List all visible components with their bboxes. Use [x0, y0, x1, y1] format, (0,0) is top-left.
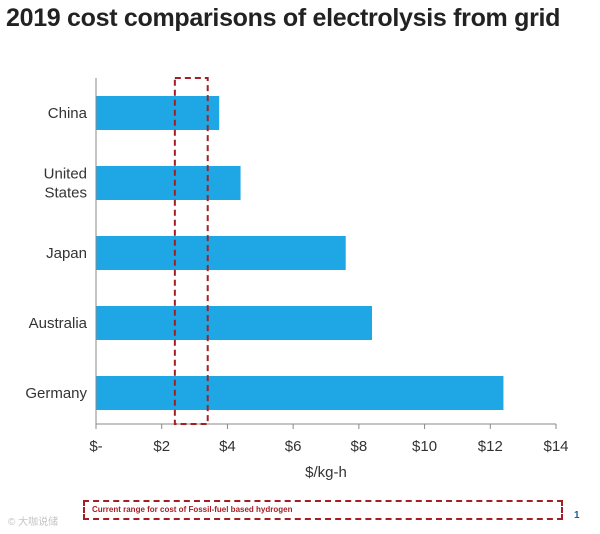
category-label-1: United States — [44, 166, 87, 202]
category-label-3: Australia — [29, 315, 88, 332]
x-tick-label-7: $14 — [543, 438, 568, 455]
bar-1 — [96, 166, 241, 200]
x-axis-title: $/kg-h — [305, 464, 347, 481]
bar-4 — [96, 376, 504, 410]
category-label-2: Japan — [46, 245, 87, 262]
highlight-range-box — [173, 77, 209, 425]
highlight-legend: Current range for cost of Fossil-fuel ba… — [83, 500, 563, 520]
bar-0 — [96, 96, 220, 130]
chart-title: 2019 cost comparisons of electrolysis fr… — [6, 4, 561, 32]
x-tick-label-3: $6 — [285, 438, 302, 455]
x-tick-label-6: $12 — [478, 438, 503, 455]
x-tick-label-4: $8 — [351, 438, 368, 455]
category-label-0: China — [48, 105, 88, 122]
x-tick-label-5: $10 — [412, 438, 437, 455]
watermark: © 大咖说储 — [8, 517, 59, 528]
highlight-legend-label: Current range for cost of Fossil-fuel ba… — [92, 505, 293, 514]
bar-3 — [96, 306, 372, 340]
x-tick-label-2: $4 — [219, 438, 236, 455]
bar-2 — [96, 236, 346, 270]
x-tick-label-0: $- — [89, 438, 102, 455]
category-label-4: Germany — [25, 385, 87, 402]
page-number: 1 — [574, 510, 580, 521]
x-tick-label-1: $2 — [153, 438, 170, 455]
